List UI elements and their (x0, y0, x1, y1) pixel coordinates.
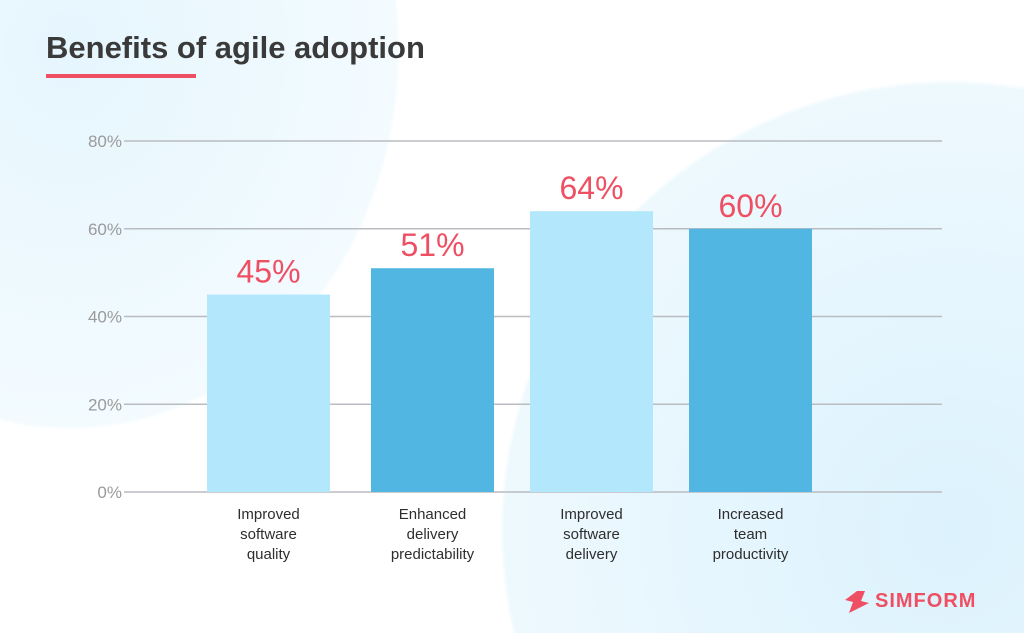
y-tick-label: 60% (88, 220, 122, 239)
data-label: 51% (400, 227, 464, 263)
simform-logo: SIMFORM (845, 590, 976, 613)
x-tick-label: software (563, 526, 620, 543)
x-tick-label: team (734, 526, 767, 543)
x-tick-label: predictability (391, 546, 475, 563)
x-tick-label: software (240, 526, 297, 543)
simform-logo-icon (845, 590, 869, 613)
bar (371, 268, 494, 492)
bar (530, 211, 653, 492)
y-tick-label: 80% (88, 132, 122, 151)
x-tick-label: productivity (713, 546, 789, 563)
chart-title: Benefits of agile adoption (46, 30, 425, 65)
x-tick-label: quality (247, 546, 291, 563)
x-tick-label: delivery (407, 526, 459, 543)
data-label: 64% (559, 170, 623, 206)
y-tick-label: 40% (88, 308, 122, 327)
bar (207, 294, 330, 492)
x-tick-label: Enhanced (399, 506, 467, 523)
x-tick-label: Improved (237, 506, 300, 523)
x-tick-label: Increased (718, 506, 784, 523)
data-label: 45% (236, 254, 300, 290)
logo-text: SIMFORM (875, 590, 977, 612)
x-tick-label: delivery (566, 546, 618, 563)
bar (689, 228, 812, 492)
title-underline (46, 74, 196, 78)
data-label: 60% (718, 188, 782, 224)
y-tick-label: 0% (97, 483, 122, 502)
x-tick-label: Improved (560, 506, 623, 523)
y-tick-label: 20% (88, 395, 122, 414)
